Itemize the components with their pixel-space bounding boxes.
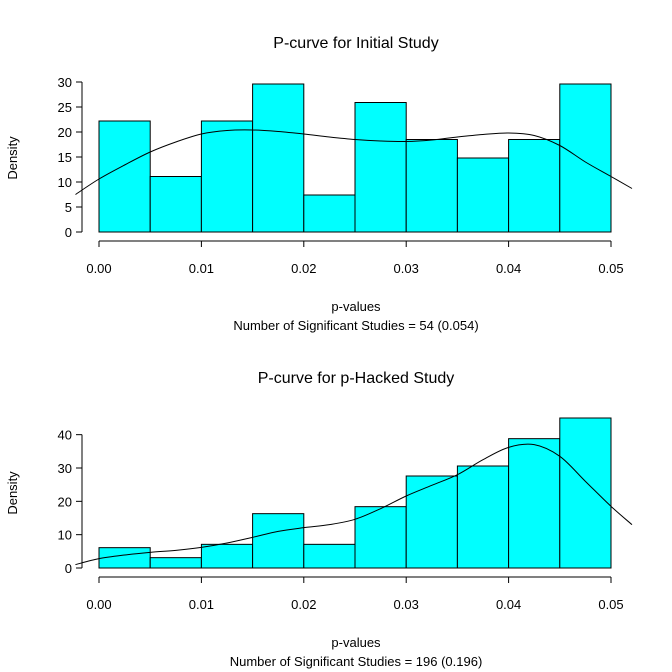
histogram-bars: [98, 83, 612, 233]
x-axis-label: p-values: [331, 635, 381, 650]
x-axis: 0.00 0.01 0.02 0.03 0.04 0.05: [86, 240, 624, 276]
y-tick-label: 10: [58, 528, 72, 543]
histogram-bar: [508, 438, 561, 569]
histogram-bar: [456, 157, 510, 233]
y-axis-label: Density: [5, 136, 20, 180]
x-axis-label: p-values: [331, 299, 381, 314]
x-tick-label: 0.00: [86, 261, 111, 276]
density-curve: [75, 443, 633, 566]
histogram-bar: [149, 557, 202, 569]
y-axis: 0 5 10 15 20 25 30: [58, 75, 83, 240]
histogram-bar: [405, 139, 458, 233]
chart-subtitle: Number of Significant Studies = 196 (0.1…: [230, 654, 483, 669]
y-tick-label: 30: [58, 75, 72, 90]
histogram-bars: [98, 417, 612, 569]
y-tick-label: 15: [58, 150, 72, 165]
histogram-bar: [508, 139, 561, 233]
histogram-bar: [559, 417, 612, 569]
histogram-bar: [303, 194, 356, 233]
histogram-bar: [405, 475, 458, 569]
y-tick-label: 30: [58, 461, 72, 476]
histogram-bar: [200, 120, 254, 233]
x-tick-label: 0.02: [291, 261, 316, 276]
x-tick-label: 0.03: [394, 261, 419, 276]
x-tick-label: 0.00: [86, 597, 111, 612]
x-tick-label: 0.05: [598, 597, 623, 612]
y-tick-label: 10: [58, 175, 72, 190]
x-tick-label: 0.04: [496, 261, 521, 276]
chart-panel-p-hacked-study: P-curve for p-Hacked Study 0 10 20 30 40 0.0…: [5, 370, 633, 669]
density-curve: [75, 129, 633, 195]
histogram-bar: [303, 543, 356, 569]
x-tick-label: 0.02: [291, 597, 316, 612]
x-tick-label: 0.04: [496, 597, 521, 612]
y-axis-label: Density: [5, 471, 20, 515]
chart-subtitle: Number of Significant Studies = 54 (0.05…: [233, 318, 478, 333]
histogram-bar: [456, 465, 510, 569]
y-tick-label: 0: [65, 225, 72, 240]
histogram-bar: [252, 513, 305, 569]
histogram-bar: [354, 102, 407, 233]
histogram-bar: [200, 543, 254, 569]
y-tick-label: 20: [58, 125, 72, 140]
chart-panel-initial-study: P-curve for Initial Study 0 5 10 15 20 25 30 0…: [5, 35, 633, 333]
x-tick-label: 0.01: [189, 261, 214, 276]
x-axis: 0.00 0.01 0.02 0.03 0.04 0.05: [86, 576, 624, 612]
y-axis: 0 10 20 30 40: [58, 428, 83, 576]
y-tick-label: 25: [58, 100, 72, 115]
y-tick-label: 20: [58, 494, 72, 509]
chart-title: P-curve for Initial Study: [273, 35, 438, 52]
x-tick-label: 0.03: [394, 597, 419, 612]
chart-title: P-curve for p-Hacked Study: [258, 370, 455, 387]
histogram-bar: [149, 176, 202, 233]
histogram-bar: [98, 120, 151, 233]
x-tick-label: 0.05: [598, 261, 623, 276]
histogram-bar: [559, 83, 612, 233]
histogram-bar: [252, 83, 305, 233]
histogram-bar: [354, 506, 407, 569]
x-tick-label: 0.01: [189, 597, 214, 612]
y-tick-label: 40: [58, 428, 72, 443]
y-tick-label: 0: [65, 561, 72, 576]
y-tick-label: 5: [65, 200, 72, 215]
